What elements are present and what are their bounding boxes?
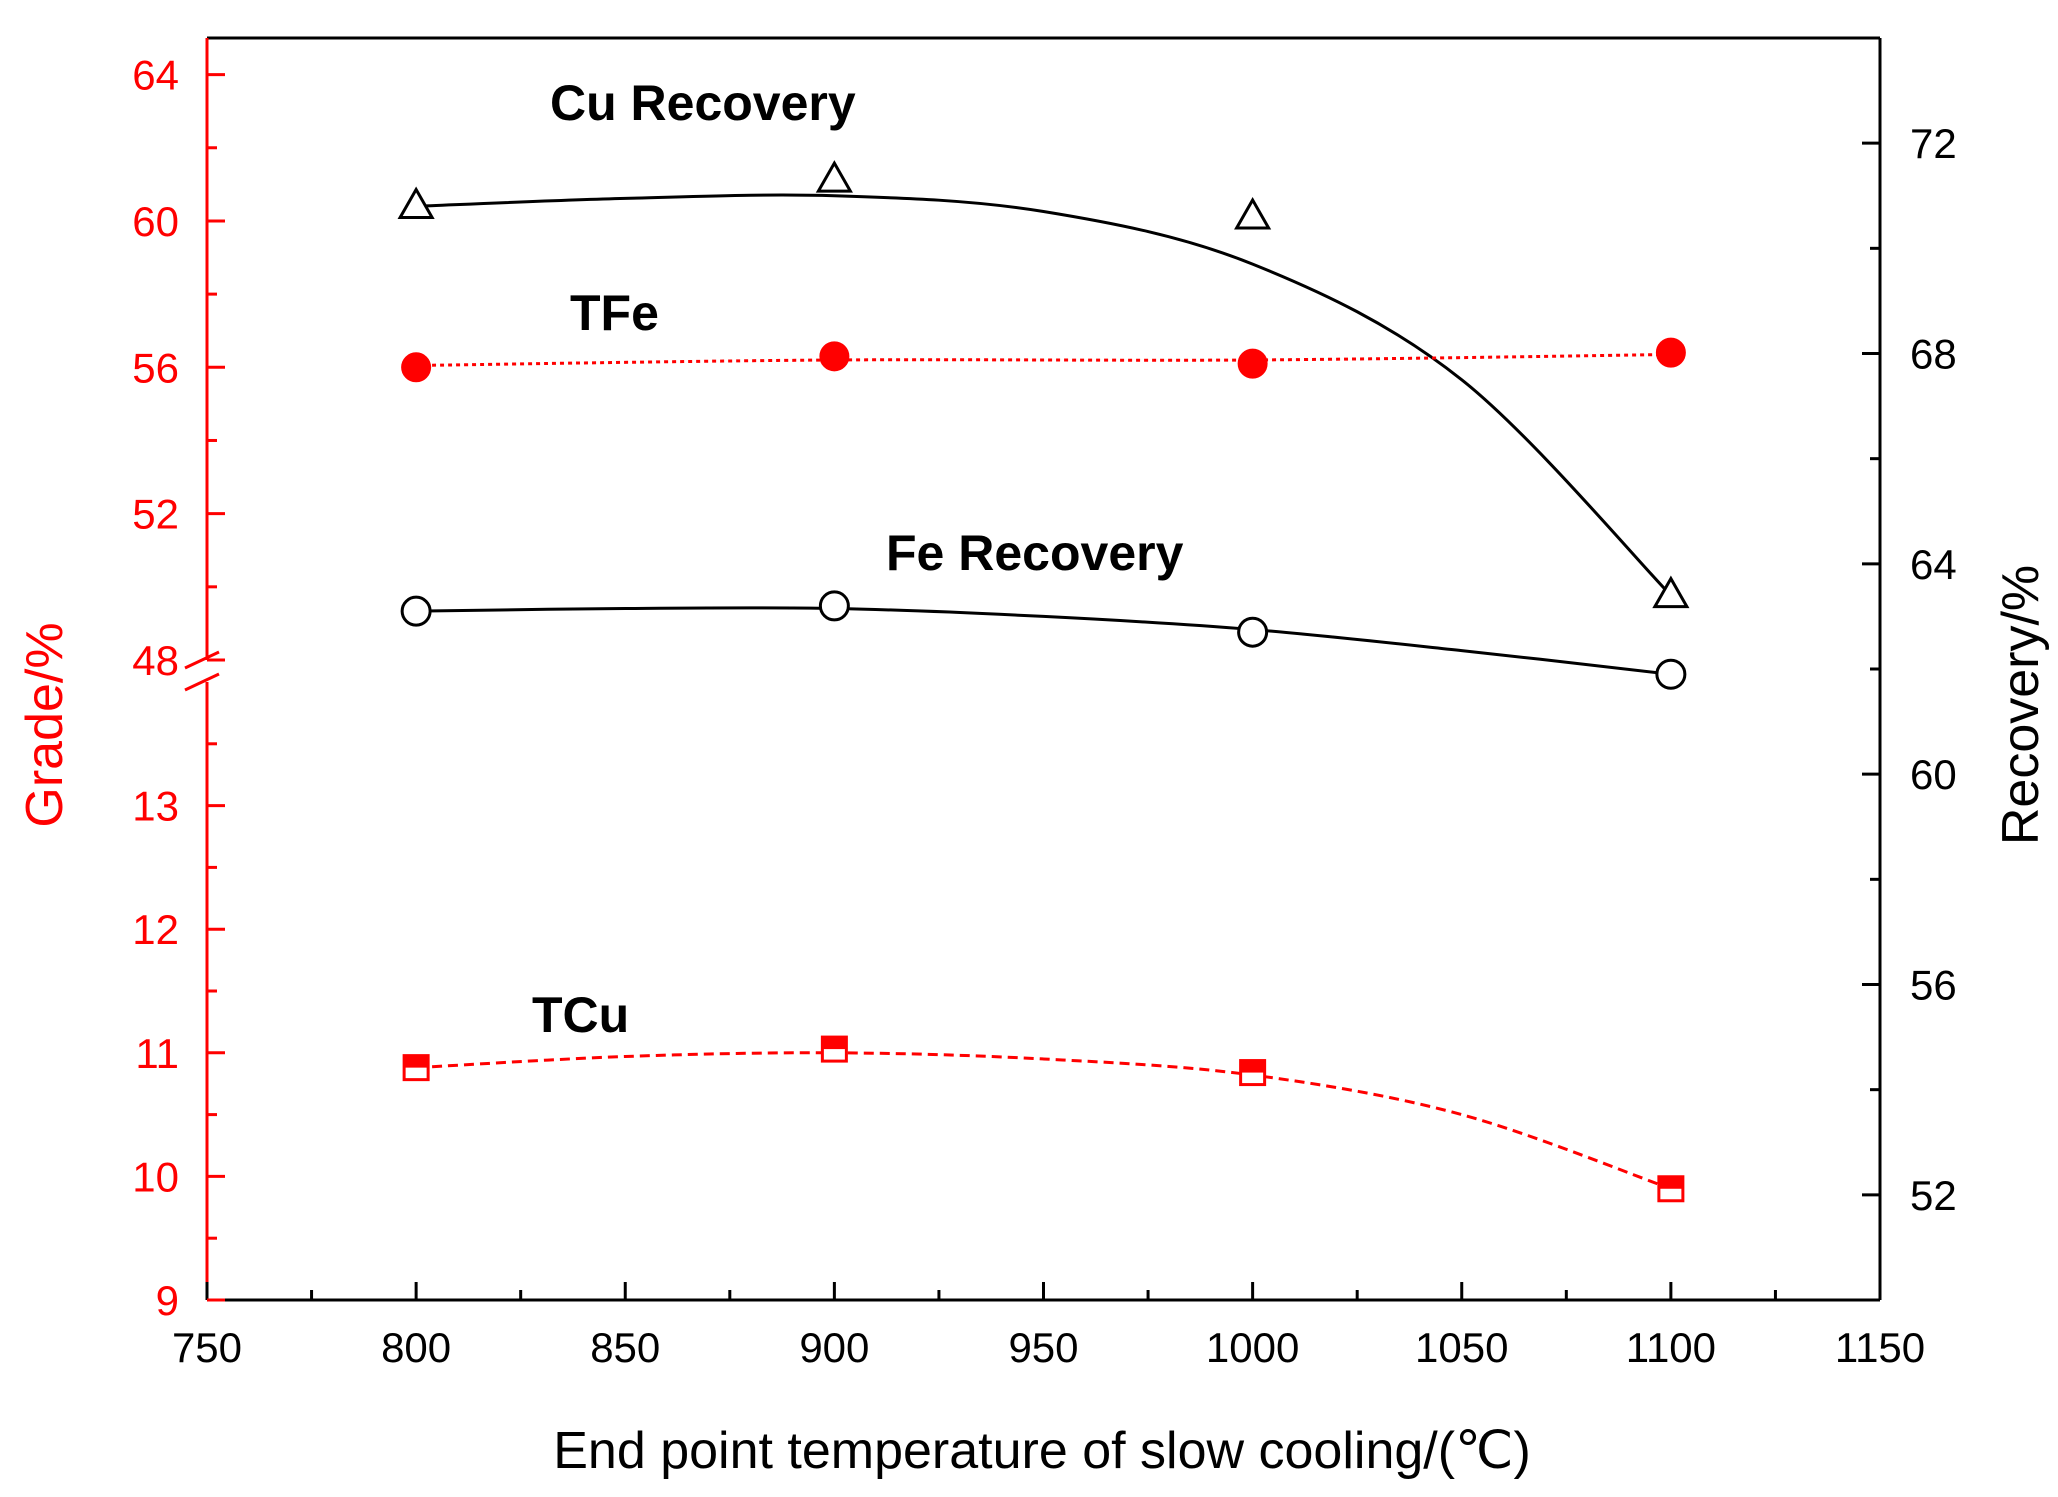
x-axis-title: End point temperature of slow cooling/(℃… (553, 1422, 1531, 1480)
x-tick-label: 900 (799, 1324, 869, 1371)
y-left-tick-label: 48 (132, 637, 179, 684)
x-tick-label: 1150 (1835, 1324, 1925, 1371)
y-left-tick-label: 11 (135, 1030, 179, 1077)
x-tick-label: 1100 (1626, 1324, 1716, 1371)
y-right-tick-label: 56 (1910, 962, 1957, 1009)
y-right-axis-title: Recovery/% (1992, 565, 2050, 845)
data-point-fe-recovery (1237, 616, 1269, 648)
y-left-tick-label: 52 (132, 491, 179, 538)
y-left-tick-label: 13 (132, 783, 179, 830)
series-line-cu-recovery (416, 193, 1672, 597)
data-point-tcu-fill (1658, 1176, 1683, 1189)
plot-layer: 750 800 850 900 950 1000 1050 1100 1150 48 52 56 60 6… (132, 36, 1957, 1371)
data-point-tcu-fill (1240, 1060, 1265, 1073)
data-point-fe-recovery (400, 595, 432, 627)
data-point-tfe (1655, 337, 1686, 368)
data-point-tfe (819, 341, 850, 372)
axis-break-mark-lower (184, 672, 220, 692)
y-left-tick-label: 64 (132, 52, 179, 99)
annotation-cu-recovery: Cu Recovery (550, 75, 856, 131)
y-right-tick-label: 64 (1910, 541, 1957, 588)
series-line-fe-recovery (416, 606, 1672, 676)
data-point-cu-recovery (1234, 196, 1272, 230)
data-point-cu-recovery (397, 186, 435, 219)
y-right-tick-label: 72 (1910, 120, 1957, 167)
y-right-tick-label: 52 (1910, 1172, 1957, 1219)
data-point-fe-recovery (818, 590, 850, 622)
annotation-tcu: TCu (532, 987, 629, 1043)
annotation-tfe: TFe (570, 285, 659, 341)
y-left-tick-label: 56 (132, 344, 179, 391)
data-point-cu-recovery (1652, 575, 1690, 609)
y-left-tick-label: 9 (156, 1277, 179, 1324)
x-tick-label: 1000 (1206, 1324, 1299, 1371)
series-line-tcu (416, 1051, 1672, 1191)
data-point-tcu-fill (822, 1037, 847, 1050)
x-tick-label: 950 (1008, 1324, 1078, 1371)
data-point-fe-recovery (1655, 658, 1687, 690)
y-left-axis-title: Grade/% (16, 622, 74, 827)
x-tick-label: 850 (590, 1324, 660, 1371)
y-left-tick-label: 12 (132, 906, 179, 953)
series-line-tfe (416, 352, 1671, 367)
y-right-tick-label: 68 (1910, 331, 1957, 378)
data-point-tfe (1237, 348, 1268, 379)
y-left-tick-label: 10 (132, 1153, 179, 1200)
axis-break-mark-upper (184, 650, 220, 670)
x-tick-label: 1050 (1415, 1324, 1508, 1371)
data-point-tcu-fill (404, 1055, 429, 1068)
annotation-fe-recovery: Fe Recovery (886, 525, 1184, 581)
x-tick-label: 800 (381, 1324, 451, 1371)
data-point-cu-recovery (815, 160, 853, 193)
y-right-tick-label: 60 (1910, 751, 1957, 798)
data-point-tfe (401, 352, 432, 383)
x-tick-label: 750 (172, 1324, 242, 1371)
y-left-tick-label: 60 (132, 198, 179, 245)
